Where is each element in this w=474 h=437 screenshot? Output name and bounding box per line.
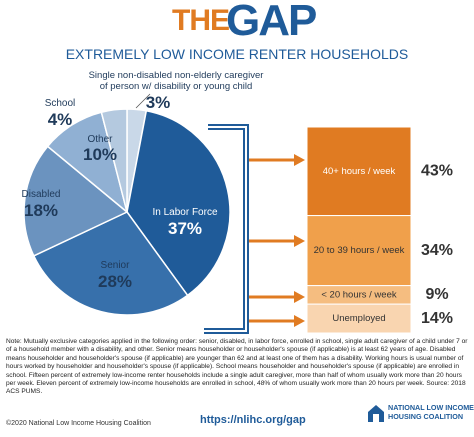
arrow-head <box>294 154 305 166</box>
url[interactable]: https://nlihc.org/gap <box>200 414 306 426</box>
segment-name: < 20 hours / week <box>321 289 397 300</box>
slice-value: 37% <box>167 219 203 238</box>
slice-label: Disabled <box>21 189 61 200</box>
segment-name: Unemployed <box>332 313 385 324</box>
segment-name: 40+ hours / week <box>323 166 396 177</box>
logo-icon <box>368 405 384 422</box>
value-label: 43% <box>421 163 453 180</box>
arrow-head <box>294 235 305 247</box>
bracket-inner <box>204 126 247 332</box>
bracket <box>204 124 249 334</box>
segment-name: 20 to 39 hours / week <box>314 245 405 256</box>
slice-value: 28% <box>97 272 133 291</box>
bar-segment <box>306 126 412 217</box>
note: Note: Mutually exclusive categories appl… <box>6 338 468 396</box>
copyright: ©2020 National Low Income Housing Coalit… <box>6 420 151 427</box>
bar-segment <box>306 303 412 334</box>
pie-slice <box>23 145 129 257</box>
title-gap: GAP <box>226 0 317 45</box>
value-label: 14% <box>421 310 453 327</box>
arrow-head <box>294 291 305 303</box>
logo-text: NATIONAL LOW INCOME HOUSING COALITION <box>388 403 474 421</box>
slice-value: 4% <box>47 110 73 129</box>
slice-label: School <box>44 98 76 109</box>
value-label: 34% <box>421 242 453 259</box>
value-label: 9% <box>425 286 448 303</box>
logo-line: NATIONAL LOW INCOME <box>388 403 474 412</box>
chart: 40+ hours / week 43% 20 to 39 hours / week… <box>23 93 453 334</box>
slice-value: 10% <box>82 145 118 164</box>
slice-value: 18% <box>23 201 59 220</box>
slice-label: In Labor Force <box>152 207 218 218</box>
pie-slice <box>100 108 128 213</box>
arrow-head <box>294 315 305 327</box>
caregiver-leader <box>135 93 151 109</box>
slice-label: Other <box>87 134 113 145</box>
subtitle: EXTREMELY LOW INCOME RENTER HOUSEHOLDS <box>65 46 409 62</box>
pie-slice <box>32 211 189 316</box>
slice-label: Senior <box>100 260 130 271</box>
slice-label: Single non-disabled non-elderly caregive… <box>88 70 264 92</box>
logo-line: HOUSING COALITION <box>388 412 464 421</box>
arrows <box>249 154 305 327</box>
pie-slice <box>126 109 231 297</box>
title-the: THE <box>172 4 230 37</box>
slice-value: 3% <box>145 93 171 112</box>
